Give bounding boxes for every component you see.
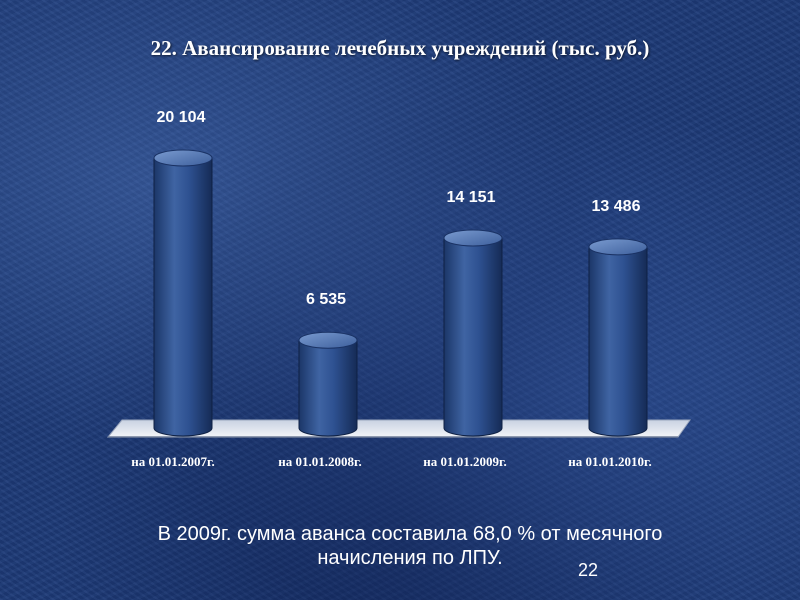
footnote-line-1: В 2009г. сумма аванса составила 68,0 % о…: [157, 523, 663, 545]
data-label: 14 151: [447, 189, 496, 206]
bar: [153, 149, 213, 437]
bar-body: [588, 246, 648, 437]
bar-top: [588, 238, 648, 256]
x-tick-label: на 01.01.2010г.: [568, 454, 651, 469]
bar: [588, 238, 648, 437]
bar: [298, 331, 358, 437]
bar: [443, 229, 503, 437]
footnote: В 2009г. сумма аванса составила 68,0 % о…: [90, 522, 730, 570]
bar-top: [153, 149, 213, 167]
bar-body: [298, 339, 358, 437]
slide-title: 22. Авансирование лечебных учреждений (т…: [150, 36, 650, 60]
bar-top: [298, 331, 358, 349]
bar-body: [153, 157, 213, 437]
data-label: 13 486: [592, 198, 641, 215]
x-tick-label: на 01.01.2008г.: [278, 454, 361, 469]
bar-top: [443, 229, 503, 247]
x-tick-label: на 01.01.2009г.: [423, 454, 506, 469]
footnote-line-2: начисления по ЛПУ.: [317, 547, 503, 569]
x-tick-label: на 01.01.2007г.: [131, 454, 214, 469]
data-label: 6 535: [306, 291, 346, 308]
bar-body: [443, 237, 503, 437]
page-number: 22: [578, 560, 599, 580]
data-label: 20 104: [157, 109, 206, 126]
